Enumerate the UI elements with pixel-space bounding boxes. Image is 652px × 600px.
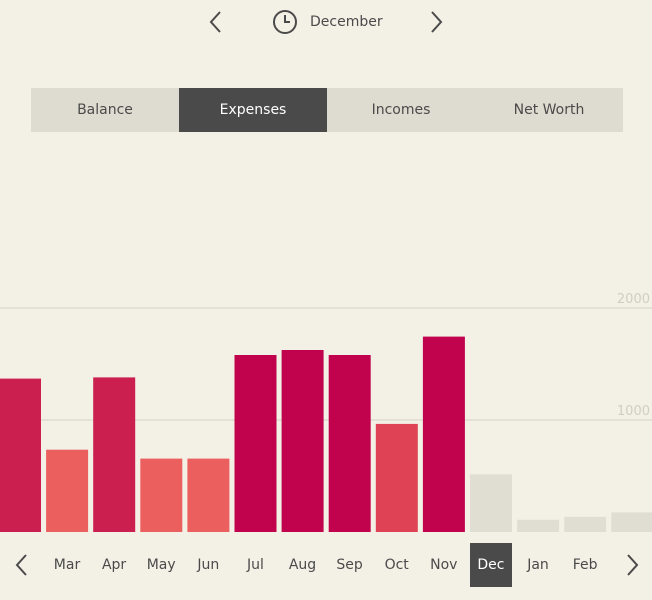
bar-feb-12[interactable] xyxy=(564,516,607,532)
bar-jul-5[interactable] xyxy=(234,355,277,532)
month-label-sep[interactable]: Sep xyxy=(336,557,363,573)
chevron-left-icon xyxy=(209,11,221,33)
bar-apr-2[interactable] xyxy=(93,377,136,532)
y-tick-label: 1000 xyxy=(617,404,650,419)
bar-jun-4[interactable] xyxy=(187,458,230,532)
bar-feb-0[interactable] xyxy=(0,378,41,532)
month-label-jan[interactable]: Jan xyxy=(527,557,549,573)
month-selector[interactable]: December xyxy=(272,8,383,36)
tab-expenses[interactable]: Expenses xyxy=(179,88,327,132)
month-label-may[interactable]: May xyxy=(146,557,176,573)
bar-mar-1[interactable] xyxy=(46,449,89,532)
y-tick-label: 2000 xyxy=(617,292,650,307)
prev-month-button[interactable] xyxy=(202,8,230,36)
chevron-right-icon xyxy=(627,554,639,576)
report-tabs: Balance Expenses Incomes Net Worth xyxy=(31,88,623,132)
bar-oct-8[interactable] xyxy=(375,423,418,532)
tab-incomes[interactable]: Incomes xyxy=(371,102,431,118)
chevron-left-icon xyxy=(15,554,27,576)
month-label-nov[interactable]: Nov xyxy=(430,557,458,573)
month-label-feb[interactable]: Feb xyxy=(572,557,598,573)
month-label-oct[interactable]: Oct xyxy=(384,557,409,573)
bar-mar-13[interactable] xyxy=(611,512,652,532)
month-label-mar[interactable]: Mar xyxy=(53,557,81,573)
bar-jan-11[interactable] xyxy=(517,519,560,532)
month-label-jul[interactable]: Jul xyxy=(246,557,264,573)
current-month-label: December xyxy=(310,14,383,30)
month-label-dec[interactable]: Dec xyxy=(469,543,512,587)
month-label-apr[interactable]: Apr xyxy=(101,557,127,573)
next-month-button[interactable] xyxy=(422,8,450,36)
clock-icon xyxy=(273,10,297,34)
month-navigator: December xyxy=(0,0,652,44)
tab-balance[interactable]: Balance xyxy=(77,102,133,118)
month-label-aug[interactable]: Aug xyxy=(288,557,317,573)
bar-may-3[interactable] xyxy=(140,458,183,532)
tab-net-worth[interactable]: Net Worth xyxy=(513,102,585,118)
bar-dec-10[interactable] xyxy=(470,474,512,532)
bar-nov-9[interactable] xyxy=(422,336,465,532)
expenses-bar-chart: 1000 2000 xyxy=(0,292,652,532)
scroll-months-right-button[interactable] xyxy=(618,551,646,579)
month-label-jun[interactable]: Jun xyxy=(197,557,220,573)
bar-aug-6[interactable] xyxy=(281,350,324,532)
month-strip: Mar Apr May Jun Jul Aug Sep Oct Nov Dec Jan Feb xyxy=(0,540,652,592)
bar-sep-7[interactable] xyxy=(328,355,371,532)
chevron-right-icon xyxy=(431,11,443,33)
scroll-months-left-button[interactable] xyxy=(8,551,36,579)
